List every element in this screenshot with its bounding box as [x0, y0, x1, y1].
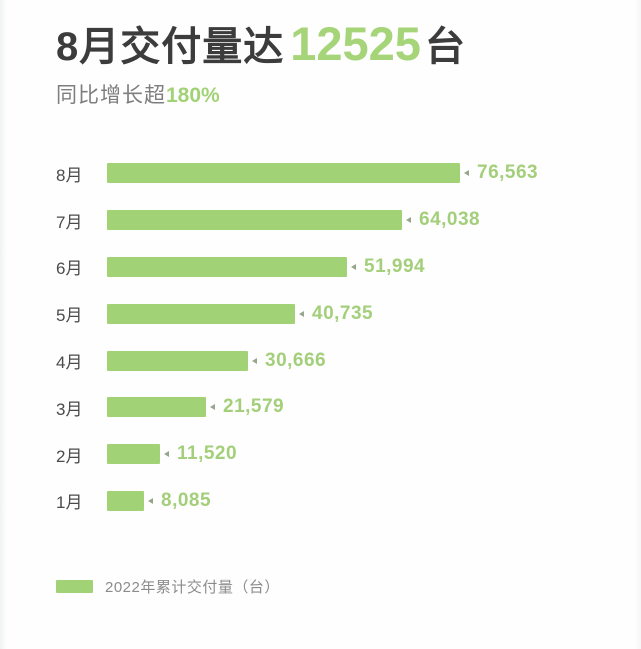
title-highlight-number: 12525	[290, 17, 421, 70]
chart-row: 5月 40,735	[56, 290, 641, 337]
chart-row: 8月 76,563	[56, 150, 641, 197]
left-arrow-marker-icon	[252, 357, 257, 364]
chart-row: 2月 11,520	[56, 431, 641, 478]
chart-row: 6月 51,994	[56, 244, 641, 291]
month-label: 7月	[56, 212, 83, 232]
bar	[107, 397, 206, 418]
bar	[107, 256, 347, 277]
bar	[107, 210, 402, 231]
title-suffix: 台	[424, 25, 466, 69]
left-arrow-marker-icon	[148, 497, 153, 504]
month-label: 3月	[56, 399, 83, 419]
chart-row: 1月 8,085	[56, 478, 641, 525]
value-label: 11,520	[177, 443, 238, 465]
month-label: 8月	[56, 165, 83, 185]
month-label: 2月	[56, 446, 83, 466]
left-arrow-marker-icon	[299, 310, 304, 317]
left-arrow-marker-icon	[210, 404, 215, 411]
bar	[107, 490, 144, 511]
bar	[107, 303, 295, 324]
bar	[107, 444, 160, 465]
bar-chart: 8月 76,563 7月 64,038 6月 51,994 5月 40,735 4月 30,666…	[56, 150, 641, 524]
title-prefix: 8月交付量达	[56, 25, 285, 69]
subtitle-prefix: 同比增长超	[56, 84, 166, 107]
month-label: 5月	[56, 306, 83, 326]
bar	[107, 350, 248, 371]
value-label: 40,735	[312, 302, 374, 324]
chart-row: 7月 64,038	[56, 197, 641, 244]
chart-legend: 2022年累计交付量（台）	[56, 576, 641, 597]
chart-row: 4月 30,666	[56, 337, 641, 384]
value-label: 51,994	[364, 255, 426, 277]
bar	[107, 163, 460, 184]
chart-header: 8月交付量达 12525 台 同比增长超180%	[0, 0, 641, 109]
chart-row: 3月 21,579	[56, 384, 641, 431]
value-label: 76,563	[477, 162, 539, 184]
legend-color-swatch	[56, 580, 93, 594]
subtitle-highlight-percent: 180%	[166, 84, 220, 107]
value-label: 30,666	[265, 349, 327, 371]
legend-label: 2022年累计交付量（台）	[105, 579, 280, 597]
value-label: 21,579	[223, 396, 285, 418]
month-label: 1月	[56, 493, 83, 513]
left-arrow-marker-icon	[164, 451, 169, 458]
month-label: 6月	[56, 259, 83, 279]
value-label: 64,038	[419, 209, 481, 231]
value-label: 8,085	[161, 489, 212, 511]
left-arrow-marker-icon	[406, 217, 411, 224]
left-arrow-marker-icon	[464, 170, 469, 177]
page-title: 8月交付量达 12525 台	[56, 16, 641, 75]
page-subtitle: 同比增长超180%	[56, 79, 641, 109]
month-label: 4月	[56, 353, 83, 373]
left-arrow-marker-icon	[351, 263, 356, 270]
